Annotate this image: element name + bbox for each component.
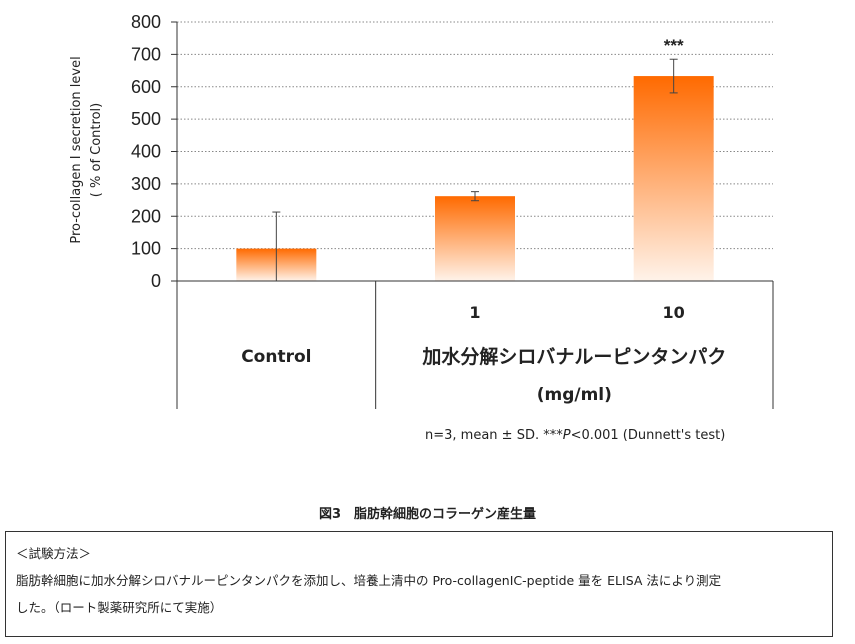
figure-title: 図3 脂肪幹細胞のコラーゲン産生量 <box>318 507 537 522</box>
y-tick-label: 300 <box>131 174 161 194</box>
x-category-label: 1 <box>469 303 480 322</box>
x-category-label: Control <box>241 347 311 367</box>
statistics-note: n=3, mean ± SD. ***P<0.001 (Dunnett's te… <box>425 428 805 443</box>
y-tick-label: 700 <box>131 44 161 64</box>
bar <box>633 76 714 281</box>
y-tick-label: 200 <box>131 206 161 226</box>
method-line-2: した。（ロート製薬研究所にて実施） <box>16 600 223 615</box>
x-category-labels: Control 1 10 <box>241 303 685 367</box>
y-tick-label: 600 <box>131 77 161 97</box>
bar <box>435 196 515 281</box>
bar-chart: *** 0 100 200 300 400 500 600 700 800 Control 1 10… <box>69 12 774 409</box>
note-p-italic: P <box>562 428 571 443</box>
method-line-1: 脂肪幹細胞に加水分解シロバナルーピンタンパクを添加し、培養上清中の Pro-co… <box>16 573 722 588</box>
y-tick-label: 800 <box>131 12 161 32</box>
y-axis-label: Pro-collagen I secretion level <box>69 56 84 243</box>
method-heading: ＜試験方法＞ <box>16 546 92 561</box>
test-method-box: ＜試験方法＞ 脂肪幹細胞に加水分解シロバナルーピンタンパクを添加し、培養上清中の… <box>5 531 833 637</box>
y-axis-unit-label: ( % of Control) <box>89 103 104 197</box>
significance-marker: *** <box>664 36 684 55</box>
y-tick-label: 400 <box>131 142 161 162</box>
y-tick-label: 0 <box>151 271 161 291</box>
x-group-unit: (mg/ml) <box>537 385 612 405</box>
note-prefix: n=3, mean ± SD. *** <box>425 428 563 443</box>
y-tick-label: 500 <box>131 109 161 129</box>
x-category-label: 10 <box>663 303 685 322</box>
note-suffix: <0.001 (Dunnett's test) <box>570 428 726 443</box>
axes <box>171 21 774 409</box>
bars: *** <box>236 36 714 281</box>
y-tick-label: 100 <box>131 239 161 259</box>
x-group-label: 加水分解シロバナルーピンタンパク <box>421 345 726 368</box>
y-tick-labels: 0 100 200 300 400 500 600 700 800 <box>131 12 161 291</box>
